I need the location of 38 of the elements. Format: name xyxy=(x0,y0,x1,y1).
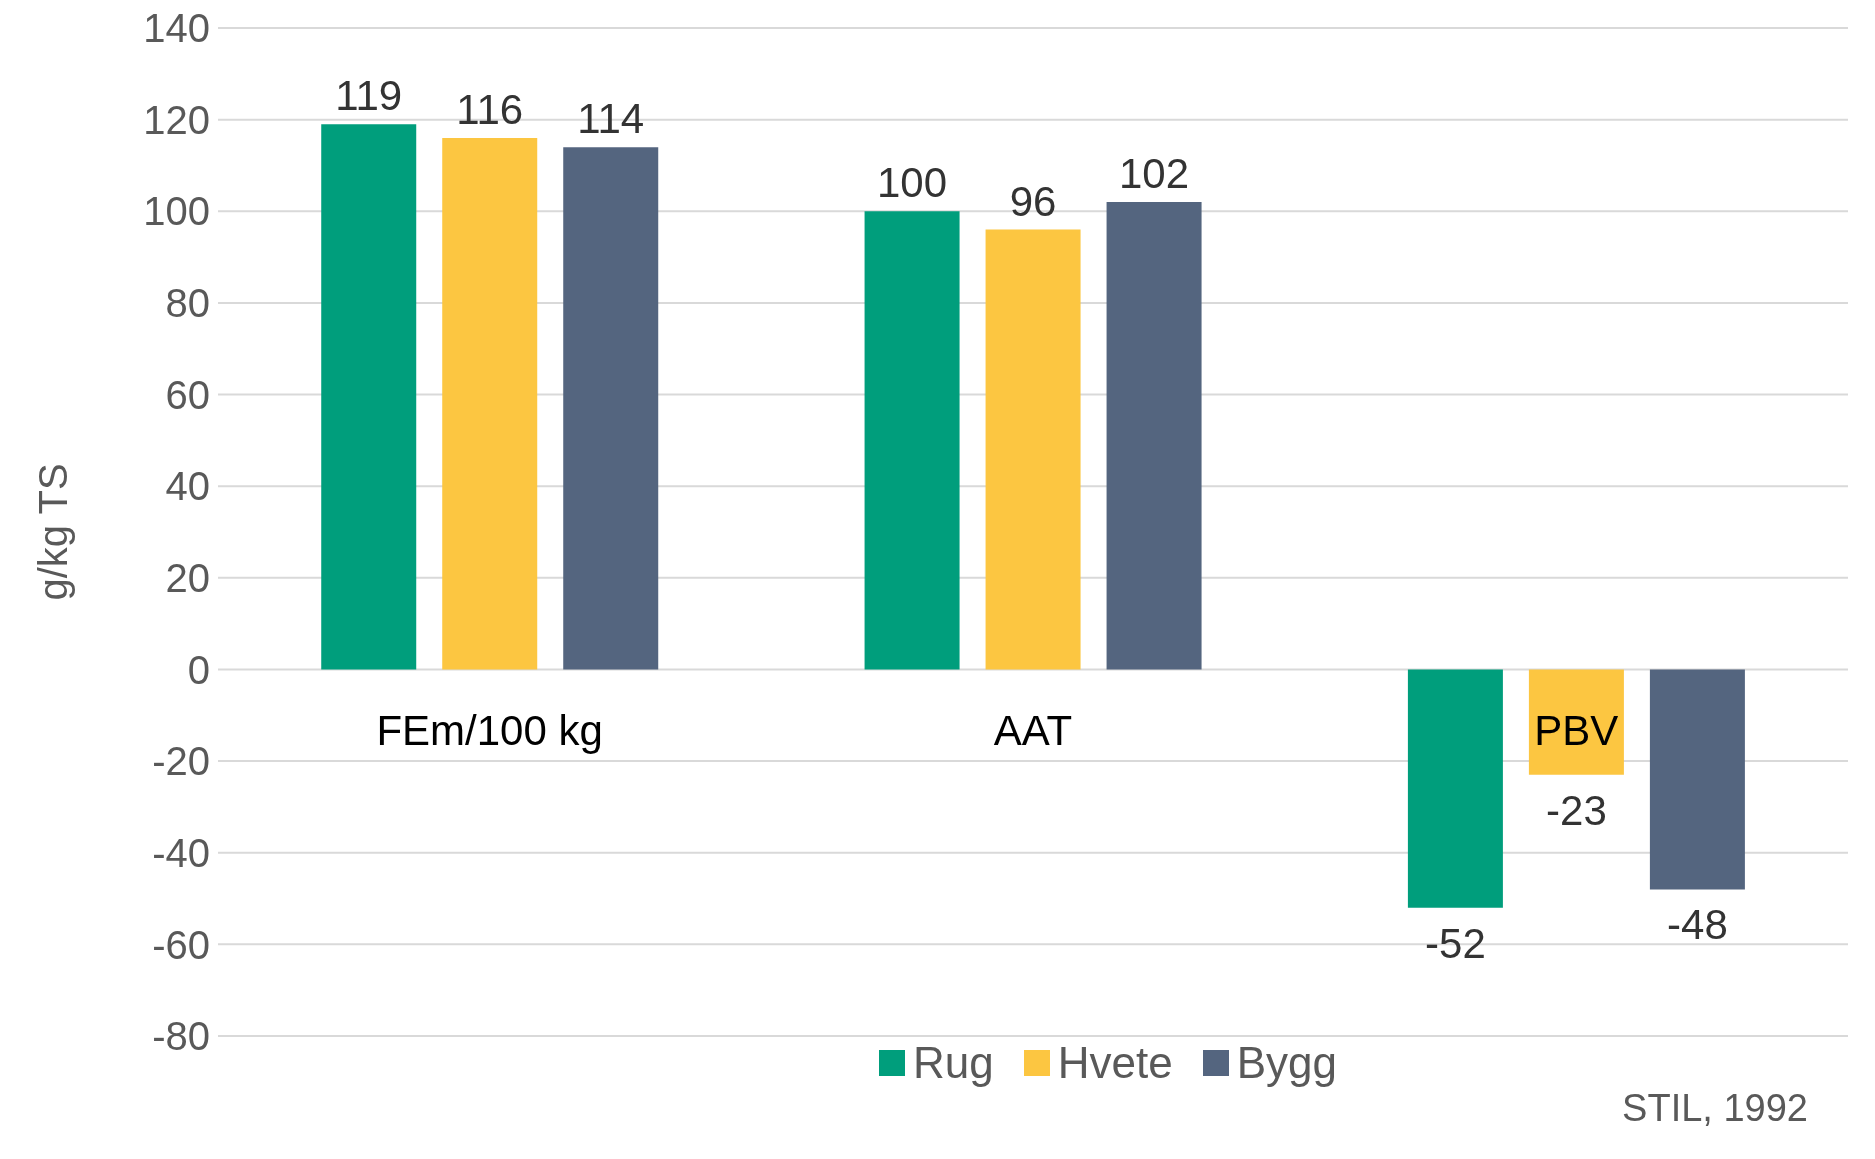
x-tick-label: PBV xyxy=(1534,707,1619,755)
bar xyxy=(1407,669,1503,908)
y-tick-label: -40 xyxy=(152,830,210,875)
y-tick-label: -20 xyxy=(152,739,210,784)
data-label: -23 xyxy=(1546,786,1607,834)
legend-label: Hvete xyxy=(1056,1038,1173,1088)
y-tick-label: -80 xyxy=(152,1014,210,1059)
y-tick-label: 100 xyxy=(143,189,210,234)
bar xyxy=(1528,669,1624,775)
data-label: 96 xyxy=(1009,177,1057,225)
bar xyxy=(1649,669,1745,890)
y-tick-label: 20 xyxy=(165,556,210,601)
bar xyxy=(321,124,417,670)
y-tick-label: 120 xyxy=(143,97,210,142)
data-label: 114 xyxy=(577,95,645,143)
bar xyxy=(985,229,1081,670)
data-label: 102 xyxy=(1119,150,1190,198)
y-tick-label: 40 xyxy=(165,464,210,509)
data-label: -48 xyxy=(1667,901,1728,949)
y-axis-title: g/kg TS xyxy=(31,463,76,601)
x-tick-label: AAT xyxy=(993,707,1073,755)
y-tick-label: 80 xyxy=(165,281,210,326)
y-tick-label: -60 xyxy=(152,922,210,967)
data-label: 116 xyxy=(456,85,524,133)
legend-label: Bygg xyxy=(1235,1038,1337,1088)
text: STIL, 1992 xyxy=(1622,1087,1808,1130)
bar xyxy=(864,211,960,670)
bar xyxy=(1106,202,1202,670)
data-label: -52 xyxy=(1425,919,1486,967)
bar xyxy=(442,137,538,670)
legend-label: Rug xyxy=(912,1038,994,1088)
x-tick-label: FEm/100 kg xyxy=(376,707,603,755)
y-tick-label: 0 xyxy=(187,647,210,692)
data-label: 100 xyxy=(877,159,948,207)
bar xyxy=(563,147,659,670)
y-tick-label: 60 xyxy=(165,372,210,417)
y-tick-label: 140 xyxy=(143,6,210,51)
data-label: 119 xyxy=(335,72,403,120)
